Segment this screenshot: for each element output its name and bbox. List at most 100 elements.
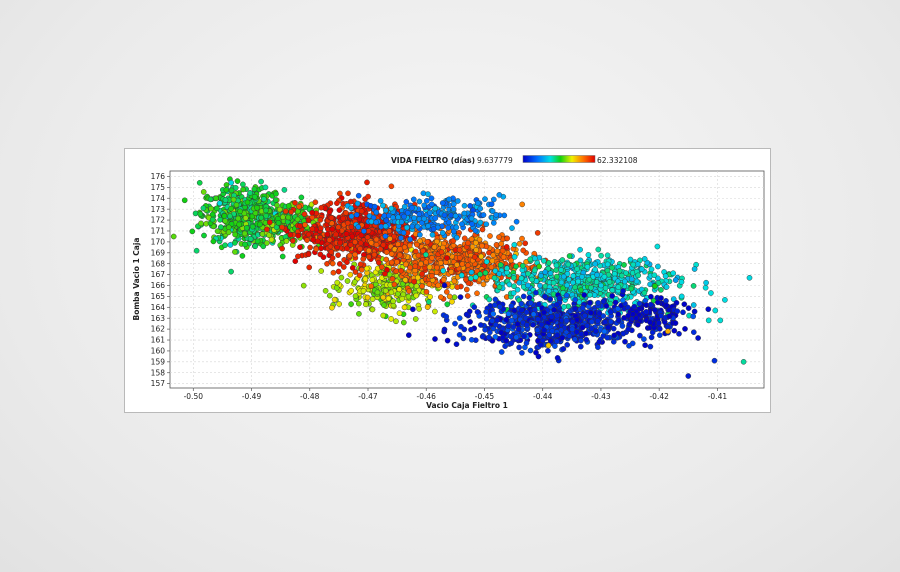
data-point bbox=[249, 223, 256, 230]
data-point bbox=[432, 215, 439, 222]
data-point bbox=[490, 196, 497, 203]
data-point bbox=[452, 213, 459, 219]
data-point bbox=[490, 252, 496, 259]
data-point bbox=[586, 276, 593, 283]
data-point bbox=[577, 246, 583, 253]
data-point bbox=[588, 318, 595, 325]
y-tick-label: 170 bbox=[151, 237, 166, 246]
data-point bbox=[330, 269, 337, 276]
data-point bbox=[304, 237, 310, 243]
data-point bbox=[691, 266, 698, 272]
data-point bbox=[407, 236, 413, 243]
data-point bbox=[364, 234, 371, 241]
data-point bbox=[385, 295, 392, 302]
data-point bbox=[395, 214, 402, 221]
y-tick-label: 158 bbox=[151, 368, 166, 377]
data-point bbox=[396, 286, 403, 293]
data-point bbox=[274, 202, 280, 209]
data-point bbox=[228, 187, 235, 194]
data-point bbox=[279, 245, 285, 252]
data-point bbox=[233, 202, 240, 208]
data-point bbox=[251, 186, 258, 193]
data-point bbox=[618, 272, 625, 279]
data-point bbox=[631, 303, 638, 310]
data-point bbox=[314, 238, 321, 245]
data-point bbox=[621, 278, 628, 285]
data-point bbox=[322, 287, 329, 294]
data-point bbox=[334, 279, 341, 286]
data-point bbox=[461, 210, 468, 217]
data-point bbox=[474, 200, 481, 206]
data-point bbox=[647, 343, 654, 350]
data-point bbox=[309, 209, 315, 216]
chart-panel: VIDA FIELTRO (días) 9.637779 62.332108 -… bbox=[124, 148, 771, 413]
y-tick-label: 173 bbox=[151, 205, 166, 214]
data-point bbox=[377, 198, 384, 204]
data-point bbox=[453, 341, 460, 348]
data-point bbox=[616, 267, 623, 274]
data-point bbox=[414, 274, 421, 281]
data-point bbox=[579, 273, 585, 280]
data-point bbox=[373, 241, 380, 248]
data-point bbox=[468, 269, 475, 276]
data-point bbox=[652, 283, 658, 289]
data-point bbox=[452, 320, 458, 327]
data-point bbox=[309, 226, 316, 232]
data-point bbox=[598, 282, 604, 289]
data-point bbox=[572, 336, 578, 343]
data-point bbox=[365, 193, 371, 200]
data-point bbox=[550, 279, 557, 286]
data-point bbox=[463, 311, 470, 318]
data-point bbox=[471, 254, 478, 260]
data-point bbox=[437, 294, 444, 300]
data-point bbox=[497, 303, 503, 310]
data-point bbox=[225, 224, 232, 231]
data-point bbox=[592, 328, 599, 334]
data-point bbox=[519, 201, 526, 208]
data-point bbox=[375, 259, 382, 266]
data-point bbox=[609, 287, 616, 294]
data-point bbox=[458, 272, 465, 279]
data-point bbox=[413, 292, 420, 299]
data-point bbox=[414, 223, 421, 230]
data-point bbox=[421, 202, 428, 209]
data-point bbox=[331, 296, 338, 303]
data-point bbox=[639, 266, 645, 272]
data-point bbox=[491, 302, 498, 308]
data-point bbox=[665, 328, 671, 335]
data-point bbox=[416, 211, 423, 218]
data-point bbox=[525, 270, 531, 277]
data-point bbox=[431, 244, 438, 250]
data-point bbox=[554, 332, 561, 339]
data-point bbox=[318, 268, 325, 274]
data-point bbox=[336, 261, 343, 267]
data-point bbox=[463, 276, 469, 283]
data-point bbox=[355, 300, 362, 307]
data-point bbox=[451, 294, 458, 301]
data-point bbox=[382, 207, 389, 214]
data-point bbox=[672, 277, 679, 283]
data-point bbox=[401, 304, 408, 311]
data-point bbox=[652, 307, 658, 313]
data-point bbox=[445, 224, 452, 231]
data-point bbox=[312, 199, 319, 206]
data-point bbox=[575, 278, 582, 285]
data-point bbox=[526, 294, 533, 301]
data-point bbox=[487, 233, 493, 239]
data-point bbox=[251, 193, 258, 200]
data-point bbox=[671, 327, 678, 334]
y-tick-label: 167 bbox=[151, 270, 166, 279]
data-point bbox=[262, 184, 269, 191]
data-point bbox=[335, 224, 342, 231]
data-point bbox=[424, 304, 431, 310]
data-point bbox=[426, 299, 432, 305]
data-point bbox=[307, 244, 313, 251]
data-point bbox=[498, 329, 505, 336]
data-point bbox=[406, 242, 413, 249]
data-point bbox=[358, 232, 365, 239]
data-point bbox=[681, 301, 688, 308]
data-point bbox=[453, 224, 460, 231]
data-point bbox=[433, 238, 440, 245]
data-point bbox=[678, 279, 685, 285]
x-axis-ticks: -0.50 -0.49 -0.48 -0.47 -0.46 -0.45 -0.44 -0.43… bbox=[184, 388, 727, 401]
